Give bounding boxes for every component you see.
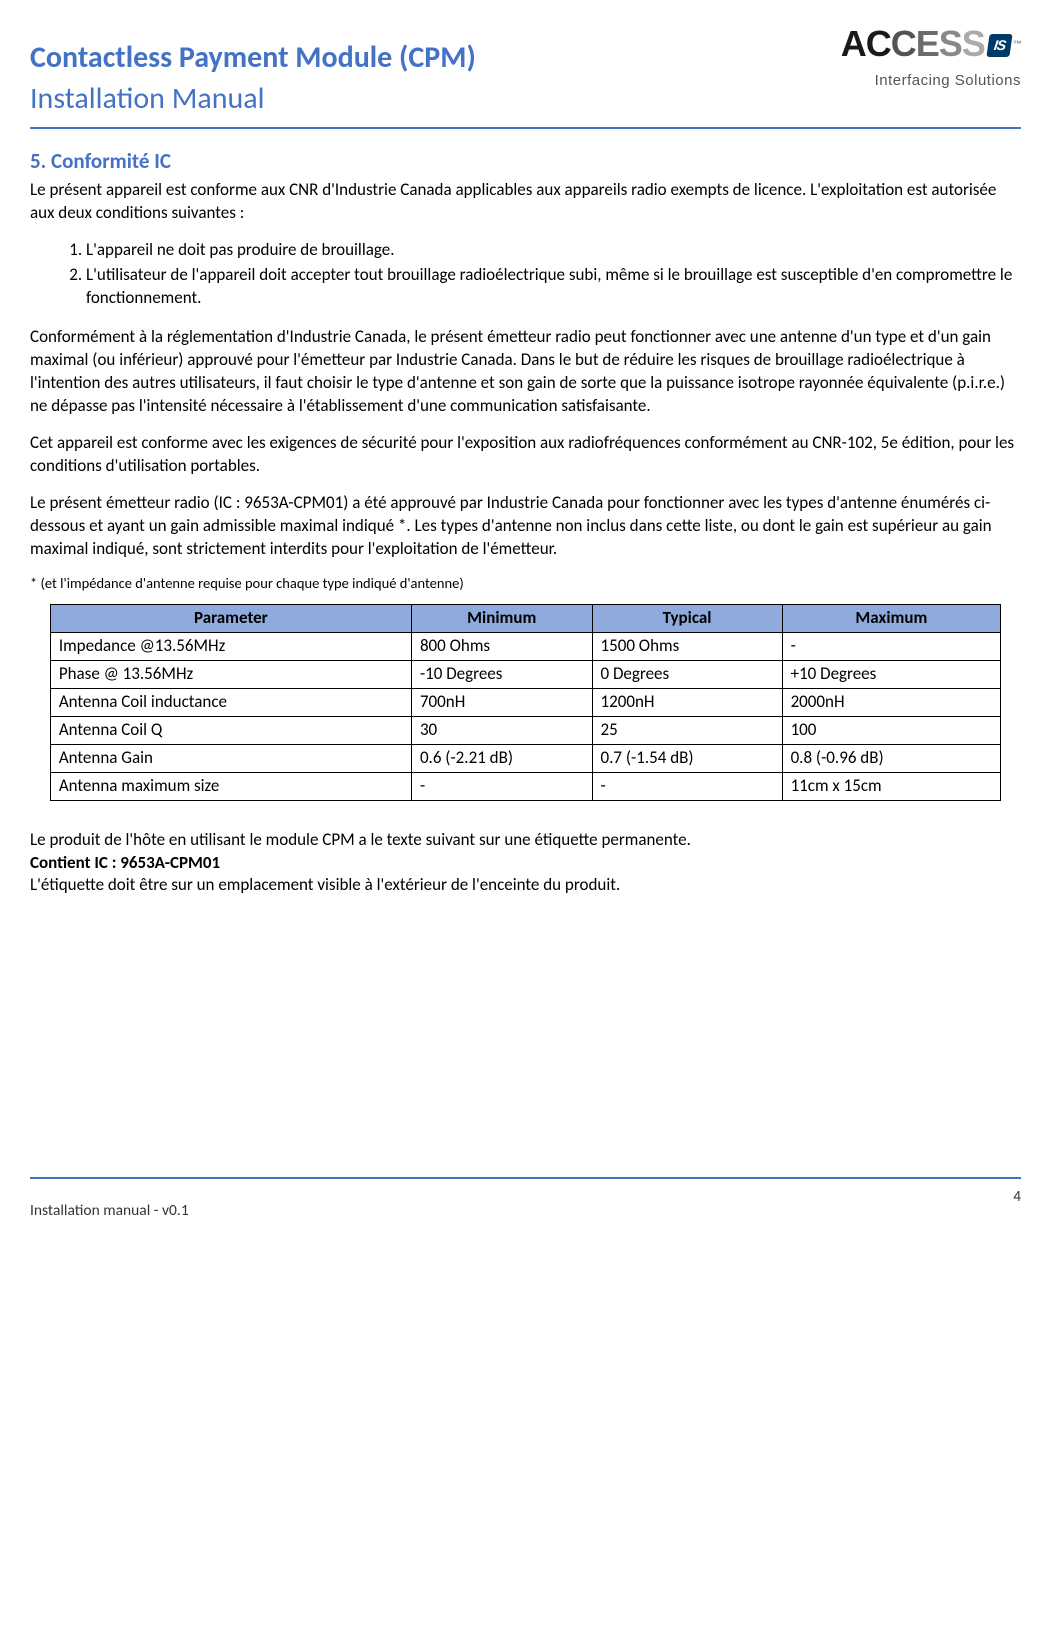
table-header: Typical	[592, 605, 782, 633]
table-cell: Antenna Gain	[50, 744, 411, 772]
logo-tagline: Interfacing Solutions	[841, 71, 1021, 91]
footer-left: Installation manual - v0.1	[30, 1201, 189, 1222]
header-titles: Contactless Payment Module (CPM) Install…	[30, 20, 476, 119]
condition-item: L'utilisateur de l'appareil doit accepte…	[86, 264, 1021, 310]
table-cell: 1200nH	[592, 688, 782, 716]
table-header: Maximum	[782, 605, 1001, 633]
table-row: Antenna Gain0.6 (-2.21 dB)0.7 (-1.54 dB)…	[50, 744, 1000, 772]
table-cell: 700nH	[411, 688, 592, 716]
document-subtitle: Installation Manual	[30, 79, 476, 120]
brand-logo: ACCESSIS™ Interfacing Solutions	[841, 20, 1021, 91]
logo-box-icon: IS	[986, 34, 1012, 57]
table-row: Impedance @13.56MHz800 Ohms1500 Ohms-	[50, 632, 1000, 660]
logo-wordmark: ACCESSIS™	[841, 20, 1021, 69]
label-paragraph: Le produit de l'hôte en utilisant le mod…	[30, 829, 1021, 852]
table-header-row: Parameter Minimum Typical Maximum	[50, 605, 1000, 633]
table-cell: -	[782, 632, 1001, 660]
document-title: Contactless Payment Module (CPM)	[30, 38, 476, 79]
table-cell: Impedance @13.56MHz	[50, 632, 411, 660]
table-header: Minimum	[411, 605, 592, 633]
table-row: Phase @ 13.56MHz-10 Degrees0 Degrees+10 …	[50, 660, 1000, 688]
table-cell: 0.8 (-0.96 dB)	[782, 744, 1001, 772]
table-cell: -	[411, 772, 592, 800]
table-cell: Antenna maximum size	[50, 772, 411, 800]
page-footer: Installation manual - v0.1 4	[30, 1177, 1021, 1222]
table-cell: Phase @ 13.56MHz	[50, 660, 411, 688]
label-paragraph: L'étiquette doit être sur un emplacement…	[30, 874, 1021, 897]
table-cell: 30	[411, 716, 592, 744]
section-content: 5. Conformité IC Le présent appareil est…	[30, 147, 1021, 897]
body-paragraph: Le présent émetteur radio (IC : 9653A-CP…	[30, 492, 1021, 561]
condition-item: L'appareil ne doit pas produire de broui…	[86, 239, 1021, 262]
table-cell: 800 Ohms	[411, 632, 592, 660]
table-cell: 1500 Ohms	[592, 632, 782, 660]
label-bold: Contient IC : 9653A-CPM01	[30, 852, 1021, 875]
table-cell: 100	[782, 716, 1001, 744]
page-number: 4	[1013, 1187, 1021, 1207]
parameter-table: Parameter Minimum Typical Maximum Impeda…	[50, 604, 1001, 801]
table-cell: -10 Degrees	[411, 660, 592, 688]
table-cell: Antenna Coil Q	[50, 716, 411, 744]
table-row: Antenna Coil inductance700nH1200nH2000nH	[50, 688, 1000, 716]
table-cell: 11cm x 15cm	[782, 772, 1001, 800]
section-heading: 5. Conformité IC	[30, 147, 1021, 175]
body-paragraph: Cet appareil est conforme avec les exige…	[30, 432, 1021, 478]
table-header: Parameter	[50, 605, 411, 633]
table-row: Antenna Coil Q3025100	[50, 716, 1000, 744]
table-cell: 0.7 (-1.54 dB)	[592, 744, 782, 772]
table-cell: -	[592, 772, 782, 800]
section-title: Conformité IC	[51, 148, 171, 174]
table-cell: 0.6 (-2.21 dB)	[411, 744, 592, 772]
table-cell: 25	[592, 716, 782, 744]
table-cell: 0 Degrees	[592, 660, 782, 688]
table-cell: Antenna Coil inductance	[50, 688, 411, 716]
table-cell: +10 Degrees	[782, 660, 1001, 688]
body-paragraph: Conformément à la réglementation d'Indus…	[30, 326, 1021, 418]
table-row: Antenna maximum size--11cm x 15cm	[50, 772, 1000, 800]
conditions-list: L'appareil ne doit pas produire de broui…	[86, 239, 1021, 310]
footnote: * (et l'impédance d'antenne requise pour…	[30, 574, 1021, 594]
page-header: Contactless Payment Module (CPM) Install…	[30, 20, 1021, 129]
table-cell: 2000nH	[782, 688, 1001, 716]
section-number: 5.	[30, 148, 46, 174]
intro-paragraph: Le présent appareil est conforme aux CNR…	[30, 179, 1021, 225]
